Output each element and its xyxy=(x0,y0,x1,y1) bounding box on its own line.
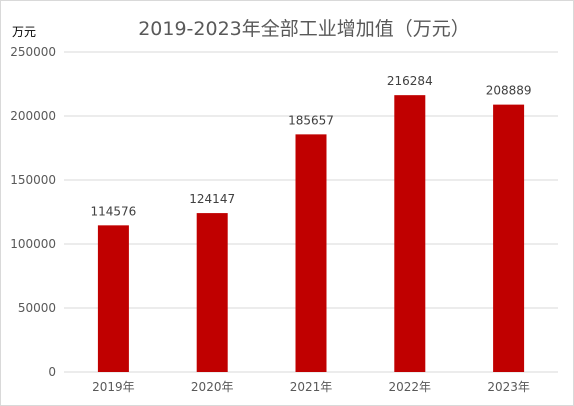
y-tick-label: 200000 xyxy=(10,109,56,123)
data-label: 114576 xyxy=(90,204,136,218)
bar xyxy=(295,134,327,372)
y-tick-label: 50000 xyxy=(18,301,56,315)
y-tick-label: 0 xyxy=(48,365,56,379)
gridlines xyxy=(64,51,558,373)
x-tick-label: 2021年 xyxy=(290,380,333,394)
y-axis-unit-label: 万元 xyxy=(12,25,36,39)
x-tick-label: 2022年 xyxy=(389,380,432,394)
bar xyxy=(97,225,129,372)
x-tick-label: 2019年 xyxy=(92,380,135,394)
x-axis-ticks: 2019年 2020年 2021年 2022年 2023年 xyxy=(92,380,530,394)
data-label: 124147 xyxy=(189,192,235,206)
bar xyxy=(493,104,525,373)
chart-title: 2019-2023年全部工业增加值（万元） xyxy=(138,18,470,40)
data-labels: 114576 124147 185657 216284 208889 xyxy=(90,74,531,218)
x-tick-label: 2023年 xyxy=(487,380,530,394)
y-tick-label: 250000 xyxy=(10,45,56,59)
y-tick-label: 150000 xyxy=(10,173,56,187)
x-tick-label: 2020年 xyxy=(191,380,234,394)
bar xyxy=(394,95,426,372)
data-label: 185657 xyxy=(288,113,334,127)
data-label: 216284 xyxy=(387,74,433,88)
bar xyxy=(196,213,228,372)
y-tick-label: 100000 xyxy=(10,237,56,251)
bars xyxy=(97,95,525,373)
y-axis-ticks: 0 50000 100000 150000 200000 250000 xyxy=(10,45,56,379)
data-label: 208889 xyxy=(486,84,532,98)
